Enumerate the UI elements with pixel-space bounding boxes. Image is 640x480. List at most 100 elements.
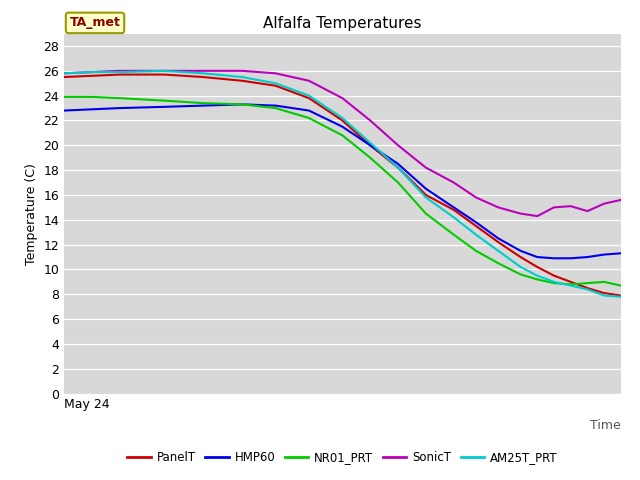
SonicT bbox=[534, 213, 541, 219]
PanelT bbox=[200, 74, 207, 80]
PanelT bbox=[567, 279, 575, 285]
Line: HMP60: HMP60 bbox=[64, 104, 621, 258]
SonicT bbox=[161, 68, 168, 74]
NR01_PRT bbox=[366, 155, 374, 161]
HMP60 bbox=[238, 101, 246, 107]
AM25T_PRT bbox=[550, 279, 558, 285]
Title: Alfalfa Temperatures: Alfalfa Temperatures bbox=[263, 16, 422, 31]
Line: NR01_PRT: NR01_PRT bbox=[64, 97, 621, 286]
NR01_PRT bbox=[339, 132, 346, 138]
Legend: PanelT, HMP60, NR01_PRT, SonicT, AM25T_PRT: PanelT, HMP60, NR01_PRT, SonicT, AM25T_P… bbox=[122, 446, 563, 469]
AM25T_PRT bbox=[516, 264, 524, 270]
HMP60 bbox=[200, 103, 207, 108]
HMP60 bbox=[339, 124, 346, 130]
PanelT bbox=[584, 285, 591, 291]
NR01_PRT bbox=[238, 101, 246, 107]
SonicT bbox=[495, 204, 502, 210]
NR01_PRT bbox=[567, 281, 575, 287]
SonicT bbox=[200, 68, 207, 74]
HMP60 bbox=[272, 103, 280, 108]
PanelT bbox=[161, 72, 168, 77]
PanelT bbox=[116, 72, 124, 77]
SonicT bbox=[238, 68, 246, 74]
AM25T_PRT bbox=[472, 232, 480, 238]
PanelT bbox=[394, 165, 402, 170]
NR01_PRT bbox=[272, 105, 280, 111]
SonicT bbox=[60, 71, 68, 76]
PanelT bbox=[366, 143, 374, 148]
SonicT bbox=[88, 69, 96, 75]
HMP60 bbox=[305, 108, 313, 113]
Line: AM25T_PRT: AM25T_PRT bbox=[64, 71, 621, 297]
AM25T_PRT bbox=[116, 69, 124, 75]
SonicT bbox=[600, 201, 608, 206]
NR01_PRT bbox=[161, 98, 168, 104]
NR01_PRT bbox=[600, 279, 608, 285]
SonicT bbox=[116, 68, 124, 74]
HMP60 bbox=[422, 186, 430, 192]
SonicT bbox=[272, 71, 280, 76]
AM25T_PRT bbox=[495, 248, 502, 254]
AM25T_PRT bbox=[567, 283, 575, 288]
HMP60 bbox=[534, 254, 541, 260]
PanelT bbox=[305, 95, 313, 101]
HMP60 bbox=[88, 107, 96, 112]
AM25T_PRT bbox=[584, 287, 591, 292]
AM25T_PRT bbox=[88, 69, 96, 75]
SonicT bbox=[339, 95, 346, 101]
HMP60 bbox=[472, 219, 480, 225]
Text: Time: Time bbox=[590, 419, 621, 432]
NR01_PRT bbox=[617, 283, 625, 288]
SonicT bbox=[617, 197, 625, 203]
PanelT bbox=[472, 223, 480, 229]
AM25T_PRT bbox=[305, 93, 313, 98]
AM25T_PRT bbox=[450, 215, 458, 220]
Line: SonicT: SonicT bbox=[64, 71, 621, 216]
AM25T_PRT bbox=[161, 68, 168, 74]
SonicT bbox=[422, 165, 430, 170]
AM25T_PRT bbox=[617, 294, 625, 300]
HMP60 bbox=[161, 104, 168, 110]
HMP60 bbox=[116, 105, 124, 111]
NR01_PRT bbox=[116, 95, 124, 101]
PanelT bbox=[272, 83, 280, 89]
AM25T_PRT bbox=[200, 71, 207, 76]
NR01_PRT bbox=[450, 232, 458, 238]
PanelT bbox=[450, 207, 458, 213]
HMP60 bbox=[567, 255, 575, 261]
Y-axis label: Temperature (C): Temperature (C) bbox=[25, 163, 38, 264]
AM25T_PRT bbox=[272, 80, 280, 86]
PanelT bbox=[422, 192, 430, 198]
SonicT bbox=[305, 78, 313, 84]
AM25T_PRT bbox=[600, 293, 608, 299]
AM25T_PRT bbox=[394, 165, 402, 170]
HMP60 bbox=[516, 248, 524, 254]
NR01_PRT bbox=[305, 115, 313, 121]
SonicT bbox=[550, 204, 558, 210]
NR01_PRT bbox=[60, 94, 68, 100]
NR01_PRT bbox=[422, 211, 430, 216]
PanelT bbox=[238, 78, 246, 84]
AM25T_PRT bbox=[60, 71, 68, 76]
Line: PanelT: PanelT bbox=[64, 74, 621, 296]
AM25T_PRT bbox=[339, 115, 346, 121]
NR01_PRT bbox=[550, 280, 558, 286]
HMP60 bbox=[394, 161, 402, 167]
NR01_PRT bbox=[88, 94, 96, 100]
PanelT bbox=[534, 264, 541, 270]
SonicT bbox=[567, 203, 575, 209]
PanelT bbox=[60, 74, 68, 80]
SonicT bbox=[472, 194, 480, 200]
AM25T_PRT bbox=[366, 140, 374, 146]
NR01_PRT bbox=[394, 180, 402, 185]
PanelT bbox=[516, 254, 524, 260]
NR01_PRT bbox=[495, 260, 502, 266]
SonicT bbox=[394, 143, 402, 148]
HMP60 bbox=[495, 236, 502, 241]
HMP60 bbox=[600, 252, 608, 257]
HMP60 bbox=[617, 251, 625, 256]
NR01_PRT bbox=[200, 100, 207, 106]
NR01_PRT bbox=[516, 272, 524, 277]
NR01_PRT bbox=[584, 280, 591, 286]
PanelT bbox=[88, 73, 96, 79]
